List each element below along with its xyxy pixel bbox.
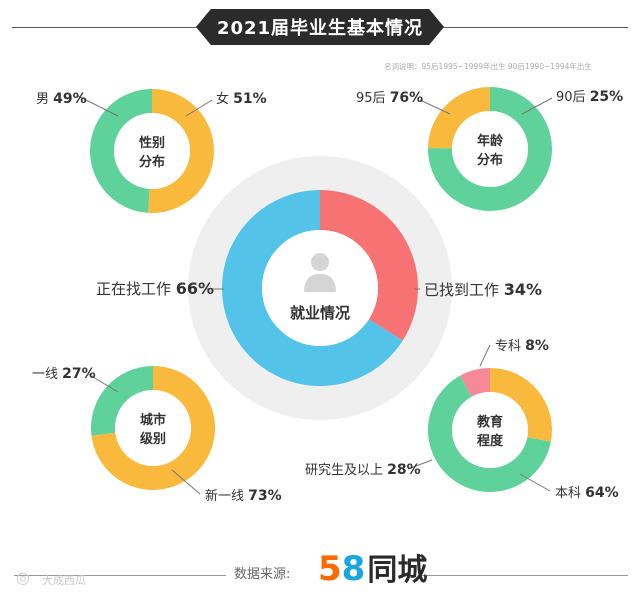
age-leader-1 bbox=[419, 99, 451, 115]
city-label-value-2: 73% bbox=[248, 488, 282, 504]
city-label-2: 新一线 73% bbox=[205, 488, 282, 504]
employment-label-2: 已找到工作 34% bbox=[424, 280, 542, 299]
education-slice-1 bbox=[460, 368, 490, 397]
city-label-name-2: 新一线 bbox=[205, 488, 248, 504]
education-label-name-1: 专科 bbox=[495, 339, 525, 354]
education-label-3: 研究生及以上 28% bbox=[305, 462, 421, 478]
city-leader-2 bbox=[171, 469, 201, 495]
age-label-value-1: 76% bbox=[390, 90, 424, 106]
education-leader-1 bbox=[479, 344, 491, 367]
age-hole bbox=[452, 111, 528, 187]
employment-slice-1 bbox=[221, 190, 403, 387]
gender-leader-2 bbox=[185, 99, 213, 117]
source-label: 数据来源: bbox=[234, 567, 291, 582]
logo-digit-5: 5 bbox=[318, 549, 342, 589]
education-label-value-2: 64% bbox=[585, 485, 619, 501]
city-leader-1 bbox=[87, 373, 119, 393]
education-label-value-3: 28% bbox=[387, 462, 421, 478]
age-leader-2 bbox=[521, 97, 553, 115]
title-rule-left bbox=[12, 27, 202, 28]
person-icon-body bbox=[304, 274, 336, 292]
city-label-1: 一线 27% bbox=[32, 366, 96, 382]
age-center-label-2: 分布 bbox=[477, 152, 503, 168]
age-label-1: 95后 76% bbox=[356, 90, 423, 106]
footer-rule-right bbox=[418, 575, 628, 576]
city-slice-1 bbox=[91, 366, 153, 436]
weibo-icon: ◎ bbox=[16, 568, 30, 587]
gender-hole bbox=[114, 113, 190, 189]
age-center-label-1: 年龄 bbox=[477, 133, 504, 149]
education-label-2: 本科 64% bbox=[555, 485, 619, 501]
gender-center-label-1: 性别 bbox=[139, 135, 165, 151]
age-label-2: 90后 25% bbox=[556, 89, 623, 105]
city-hole bbox=[115, 390, 191, 466]
logo-digit-8: 8 bbox=[341, 549, 366, 589]
gender-label-value-1: 49% bbox=[53, 91, 87, 107]
page-title: 2021届毕业生基本情况 bbox=[196, 9, 444, 45]
employment-center-label: 就业情况 bbox=[290, 304, 350, 322]
gender-label-name-1: 男 bbox=[36, 92, 53, 107]
watermark: 大成西瓜 bbox=[42, 574, 86, 587]
logo-text: 同城 bbox=[367, 553, 428, 588]
age-slice-2 bbox=[428, 87, 490, 149]
education-slice-3 bbox=[490, 368, 552, 442]
education-label-1: 专科 8% bbox=[495, 338, 549, 354]
employment-label-1: 正在找工作 66% bbox=[96, 279, 214, 298]
gender-label-name-2: 女 bbox=[216, 91, 233, 107]
gender-label-2: 女 51% bbox=[216, 91, 267, 107]
gender-slice-1 bbox=[90, 89, 152, 213]
age-label-name-2: 90后 bbox=[556, 90, 590, 105]
age-label-name-1: 95后 bbox=[356, 91, 390, 106]
gender-slice-2 bbox=[148, 89, 215, 213]
city-label-value-1: 27% bbox=[62, 366, 96, 382]
footer-rule-left bbox=[14, 575, 226, 576]
education-center-label-2: 程度 bbox=[477, 433, 504, 449]
gender-label-1: 男 49% bbox=[36, 91, 87, 107]
age-label-value-2: 25% bbox=[590, 89, 624, 105]
education-center-label-1: 教育 bbox=[476, 414, 503, 430]
education-leader-2 bbox=[519, 473, 551, 492]
employment-label-name-1: 正在找工作 bbox=[96, 280, 176, 298]
title-rule-right bbox=[438, 27, 628, 28]
gender-label-value-2: 51% bbox=[233, 91, 267, 107]
gender-leader-1 bbox=[77, 95, 119, 117]
education-slice-2 bbox=[427, 375, 551, 492]
employment-slice-2 bbox=[320, 190, 418, 341]
definition-note: 名词说明：95后1995~1999年出生 90后1990~1994年出生 bbox=[384, 62, 592, 71]
education-label-value-1: 8% bbox=[525, 338, 549, 354]
city-center-label-1: 城市 bbox=[140, 412, 166, 428]
employment-label-value-2: 34% bbox=[504, 280, 542, 299]
education-leader-3 bbox=[407, 459, 433, 470]
city-center-label-2: 级别 bbox=[140, 431, 166, 447]
city-label-name-1: 一线 bbox=[32, 367, 62, 382]
education-label-name-2: 本科 bbox=[555, 486, 585, 501]
gender-center-label-2: 分布 bbox=[139, 154, 165, 170]
employment-label-name-2: 已找到工作 bbox=[424, 281, 504, 299]
source-logo: 58同城 bbox=[318, 545, 427, 589]
employment-label-value-1: 66% bbox=[176, 279, 214, 298]
education-hole bbox=[452, 392, 528, 468]
city-slice-2 bbox=[91, 366, 215, 490]
person-icon-head bbox=[311, 253, 329, 271]
education-label-name-3: 研究生及以上 bbox=[305, 463, 387, 478]
age-slice-1 bbox=[428, 87, 552, 211]
